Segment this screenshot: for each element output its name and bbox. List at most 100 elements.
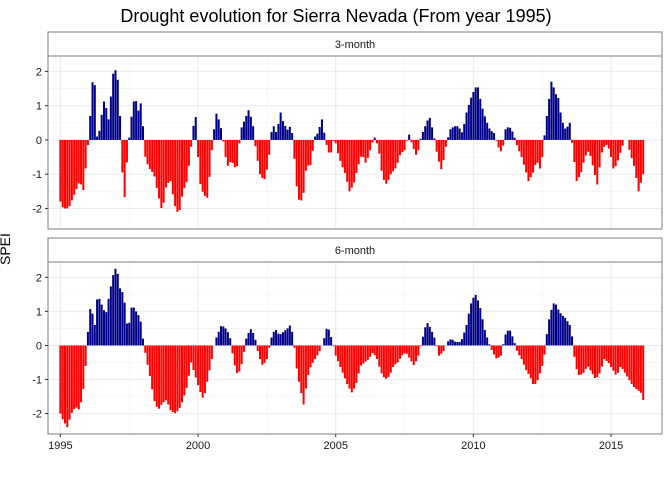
bar xyxy=(504,129,507,140)
bar xyxy=(70,139,73,201)
bar xyxy=(169,139,172,182)
bar xyxy=(476,87,479,140)
bar xyxy=(192,345,195,371)
bar xyxy=(630,139,633,159)
bar xyxy=(442,345,445,352)
bar xyxy=(408,134,411,140)
bar xyxy=(385,345,388,379)
bar xyxy=(419,345,422,347)
bar xyxy=(419,138,422,140)
bar xyxy=(229,139,232,163)
bar xyxy=(256,139,259,161)
bar xyxy=(219,128,223,140)
bar xyxy=(135,101,138,140)
bar xyxy=(91,313,94,346)
bar xyxy=(598,345,601,374)
bar xyxy=(281,332,284,346)
bar xyxy=(325,328,328,346)
bar xyxy=(559,112,562,140)
bar xyxy=(357,345,360,374)
bar xyxy=(353,345,356,389)
x-tick-label: 2005 xyxy=(323,440,347,452)
bar xyxy=(77,139,80,184)
bar xyxy=(63,345,66,424)
bar xyxy=(158,139,161,199)
bar xyxy=(215,337,218,346)
bar xyxy=(89,115,92,140)
bar xyxy=(132,307,135,346)
bar xyxy=(279,334,282,346)
bar xyxy=(529,345,532,379)
bar xyxy=(564,317,567,346)
bar xyxy=(534,139,537,166)
bar xyxy=(584,345,587,369)
bar xyxy=(371,345,374,354)
bar xyxy=(610,345,613,368)
bar xyxy=(84,345,87,366)
x-tick-label: 1995 xyxy=(48,440,72,452)
bar xyxy=(571,139,574,143)
bar xyxy=(515,139,518,146)
bar xyxy=(554,94,558,140)
bar xyxy=(337,345,340,362)
bar xyxy=(153,139,156,177)
bar xyxy=(256,345,259,352)
bar xyxy=(525,345,528,371)
bar xyxy=(318,345,321,352)
bar xyxy=(621,345,624,369)
bar xyxy=(61,139,64,208)
bar xyxy=(141,338,144,346)
bar xyxy=(600,139,603,153)
bar xyxy=(114,268,117,346)
bar xyxy=(137,110,140,140)
x-tick-label: 2015 xyxy=(599,440,623,452)
bar xyxy=(525,139,528,173)
bar xyxy=(359,139,362,157)
bar xyxy=(222,326,225,346)
bar xyxy=(233,345,236,366)
bar xyxy=(587,345,590,367)
bar xyxy=(541,139,544,158)
bar xyxy=(493,345,496,355)
bar xyxy=(183,345,186,396)
bar xyxy=(98,298,101,346)
bar xyxy=(263,139,266,180)
bar xyxy=(270,337,273,346)
bar xyxy=(561,122,564,140)
bar xyxy=(86,139,89,146)
bar xyxy=(249,116,252,140)
bar xyxy=(332,139,335,142)
bar xyxy=(323,338,326,346)
bar xyxy=(121,292,124,346)
bar xyxy=(63,139,66,209)
bar xyxy=(311,139,314,151)
bar xyxy=(309,139,312,166)
bar xyxy=(394,345,397,365)
bar xyxy=(483,116,486,140)
y-tick-label: -2 xyxy=(32,409,42,421)
bar xyxy=(350,345,353,393)
bar xyxy=(194,345,197,378)
bar xyxy=(442,139,445,161)
bar xyxy=(566,321,569,346)
bar xyxy=(460,339,463,346)
bar xyxy=(488,128,491,140)
bar xyxy=(176,345,179,412)
bar xyxy=(261,345,264,365)
bar xyxy=(233,139,236,168)
bar xyxy=(401,345,404,356)
bar xyxy=(192,125,195,140)
bar xyxy=(426,120,429,140)
bar xyxy=(389,345,392,373)
bar xyxy=(144,345,147,353)
bar xyxy=(589,345,592,371)
bar xyxy=(174,345,177,414)
bar xyxy=(125,323,128,346)
bar xyxy=(410,139,413,143)
bar xyxy=(630,345,633,385)
bar xyxy=(180,139,184,197)
bar xyxy=(398,345,401,359)
bar xyxy=(577,345,580,375)
bar xyxy=(467,313,470,346)
